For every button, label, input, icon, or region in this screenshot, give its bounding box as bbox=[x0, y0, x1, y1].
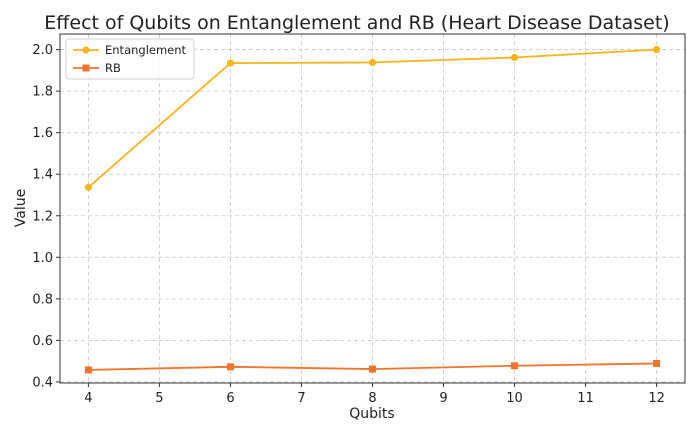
point-entanglement-4 bbox=[84, 183, 93, 191]
y-tick-label-1-8: 1.8 bbox=[32, 85, 53, 100]
grid-lines bbox=[60, 34, 685, 383]
point-entanglement-8 bbox=[368, 58, 377, 67]
x-tick-label-9: 9 bbox=[439, 391, 447, 406]
legend-label-rb: RB bbox=[105, 61, 121, 75]
y-tick-label-1-4: 1.4 bbox=[32, 168, 53, 183]
x-tick-label-8: 8 bbox=[368, 391, 376, 406]
legend-label-entanglement: Entanglement bbox=[105, 43, 187, 57]
y-tick-label-1-6: 1.6 bbox=[32, 126, 53, 141]
y-tick-label-1-0: 1.0 bbox=[32, 251, 53, 266]
point-entanglement-12 bbox=[652, 45, 661, 54]
point-entanglement-10 bbox=[510, 53, 519, 62]
point-rb-12 bbox=[653, 359, 661, 367]
legend-box bbox=[65, 38, 195, 80]
y-tick-label-0-8: 0.8 bbox=[32, 292, 53, 307]
x-tick-label-4: 4 bbox=[84, 391, 92, 406]
y-tick-label-2-0: 2.0 bbox=[32, 43, 53, 58]
y-tick-label-0-4: 0.4 bbox=[32, 375, 53, 390]
y-tick-label-1-2: 1.2 bbox=[32, 209, 53, 224]
legend-marker-entanglement bbox=[82, 46, 90, 54]
series-layer bbox=[84, 45, 661, 374]
y-axis-label: Value bbox=[13, 189, 29, 227]
chart-title: Effect of Qubits on Entanglement and RB … bbox=[44, 12, 669, 34]
point-rb-6 bbox=[226, 363, 234, 371]
y-tick-label-0-6: 0.6 bbox=[32, 334, 53, 349]
legend-marker-rb bbox=[82, 64, 90, 72]
x-tick-label-11: 11 bbox=[577, 391, 594, 406]
x-tick-label-6: 6 bbox=[226, 391, 234, 406]
point-rb-10 bbox=[511, 362, 519, 370]
x-tick-label-12: 12 bbox=[648, 391, 665, 406]
x-tick-label-5: 5 bbox=[155, 391, 163, 406]
x-tick-label-7: 7 bbox=[297, 391, 305, 406]
point-rb-4 bbox=[84, 366, 92, 374]
x-axis-label: Qubits bbox=[349, 406, 394, 422]
legend: Entanglement RB bbox=[65, 38, 195, 80]
axis-ticks: 4 5 6 7 8 9 10 11 12 0.4 0.6 0.8 1.0 1.2 1.4 1.6 1.8 2.0 bbox=[32, 43, 665, 406]
point-entanglement-6 bbox=[226, 59, 235, 67]
point-rb-8 bbox=[369, 365, 376, 373]
x-tick-label-10: 10 bbox=[506, 391, 523, 406]
